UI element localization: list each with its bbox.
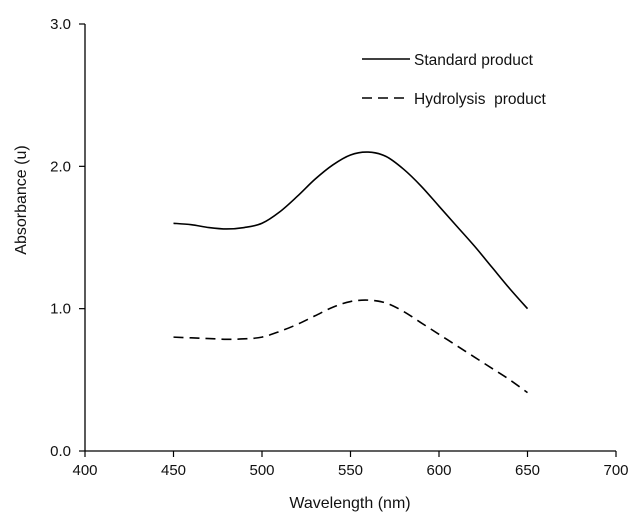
axes xyxy=(84,24,616,452)
x-axis-title: Wavelength (nm) xyxy=(289,495,410,512)
y-tick-label: 1.0 xyxy=(50,301,71,318)
x-tick-label: 650 xyxy=(515,462,540,479)
series-line-standard-product xyxy=(173,151,529,310)
legend-label-standard-product: Standard product xyxy=(414,52,534,69)
y-tick-label: 3.0 xyxy=(50,16,71,33)
legend-label-hydrolysis-product: Hydrolysis product xyxy=(414,91,546,108)
x-tick-label: 450 xyxy=(161,462,186,479)
x-tick-label: 500 xyxy=(249,462,274,479)
series-layer xyxy=(173,151,529,394)
y-axis-title: Absorbance (u) xyxy=(13,145,30,254)
legend: Standard product Hydrolysis product xyxy=(362,52,546,108)
y-tick-label: 2.0 xyxy=(50,158,71,175)
x-tick-label: 700 xyxy=(603,462,628,479)
x-tick-label: 400 xyxy=(72,462,97,479)
x-tick-label: 600 xyxy=(426,462,451,479)
series-line-hydrolysis-product xyxy=(173,299,528,394)
y-tick-label: 0.0 xyxy=(50,443,71,460)
x-tick-label: 550 xyxy=(338,462,363,479)
ticks: 400 450 500 550 600 650 700 0.0 1.0 2.0 3.0 xyxy=(50,16,628,479)
